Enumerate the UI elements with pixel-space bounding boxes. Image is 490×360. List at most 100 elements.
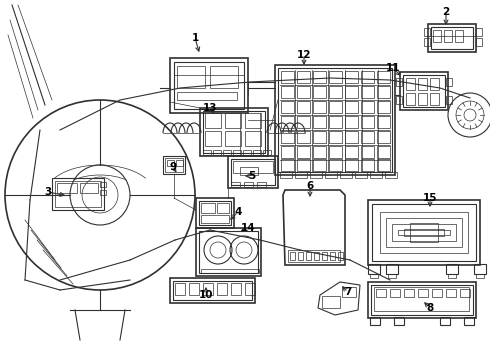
- Bar: [196, 198, 234, 228]
- Bar: [361, 146, 374, 158]
- Bar: [297, 116, 310, 128]
- Bar: [446, 78, 452, 86]
- Bar: [338, 252, 343, 260]
- Bar: [175, 283, 185, 295]
- Bar: [368, 282, 476, 318]
- Bar: [297, 131, 310, 143]
- Bar: [217, 283, 227, 295]
- Bar: [189, 283, 199, 295]
- Bar: [377, 146, 390, 158]
- Bar: [313, 71, 326, 83]
- Bar: [295, 172, 307, 178]
- Bar: [322, 252, 327, 260]
- Text: 3: 3: [45, 187, 51, 197]
- Bar: [281, 71, 294, 83]
- Text: 12: 12: [297, 50, 311, 60]
- Bar: [376, 289, 386, 297]
- Bar: [231, 182, 240, 187]
- Bar: [432, 289, 442, 297]
- Bar: [245, 283, 255, 295]
- Bar: [201, 269, 259, 273]
- Bar: [418, 289, 428, 297]
- Bar: [290, 252, 295, 260]
- Bar: [428, 24, 476, 52]
- Bar: [288, 250, 340, 262]
- Bar: [370, 274, 378, 278]
- Bar: [205, 113, 221, 128]
- Bar: [404, 229, 444, 236]
- Bar: [176, 160, 183, 166]
- Bar: [476, 38, 482, 46]
- Bar: [313, 116, 326, 128]
- Text: 7: 7: [344, 287, 352, 297]
- Bar: [464, 317, 474, 325]
- Bar: [418, 78, 427, 90]
- Bar: [330, 252, 335, 260]
- Bar: [225, 131, 241, 146]
- Bar: [424, 38, 430, 46]
- Bar: [245, 113, 261, 128]
- Bar: [329, 71, 342, 83]
- Bar: [297, 71, 310, 83]
- Bar: [233, 150, 241, 155]
- Bar: [377, 116, 390, 128]
- Bar: [170, 278, 255, 303]
- Bar: [231, 159, 275, 185]
- Bar: [374, 287, 469, 311]
- Bar: [361, 101, 374, 113]
- Bar: [100, 190, 106, 195]
- Bar: [313, 101, 326, 113]
- Bar: [275, 65, 395, 175]
- Bar: [245, 131, 261, 146]
- Bar: [390, 289, 400, 297]
- Bar: [403, 75, 445, 107]
- Bar: [52, 178, 104, 210]
- Text: 10: 10: [199, 290, 213, 300]
- Text: 5: 5: [248, 171, 256, 181]
- Bar: [361, 131, 374, 143]
- Bar: [281, 146, 294, 158]
- Bar: [199, 201, 231, 225]
- Bar: [345, 146, 358, 158]
- Text: 8: 8: [426, 303, 434, 313]
- Bar: [329, 116, 342, 128]
- Bar: [165, 158, 183, 172]
- Bar: [244, 182, 253, 187]
- Bar: [345, 116, 358, 128]
- Bar: [377, 101, 390, 113]
- Bar: [342, 287, 356, 297]
- Bar: [201, 203, 215, 213]
- Bar: [385, 172, 397, 178]
- Bar: [170, 58, 248, 113]
- Bar: [396, 96, 402, 104]
- Bar: [377, 71, 390, 83]
- Bar: [368, 200, 480, 265]
- Bar: [361, 71, 374, 83]
- Bar: [223, 150, 231, 155]
- Bar: [177, 92, 237, 100]
- Bar: [281, 86, 294, 98]
- Bar: [196, 228, 261, 276]
- Bar: [297, 146, 310, 158]
- Bar: [406, 78, 415, 90]
- Bar: [446, 289, 456, 297]
- Bar: [386, 264, 398, 274]
- Bar: [448, 274, 456, 278]
- Bar: [361, 159, 374, 171]
- Bar: [173, 281, 252, 300]
- Bar: [322, 296, 340, 308]
- Bar: [306, 252, 311, 260]
- Bar: [203, 283, 213, 295]
- Bar: [225, 113, 241, 128]
- Bar: [297, 86, 310, 98]
- Text: 13: 13: [203, 103, 217, 113]
- Bar: [281, 101, 294, 113]
- Bar: [380, 212, 468, 253]
- Text: 14: 14: [241, 223, 255, 233]
- Bar: [370, 172, 382, 178]
- Bar: [233, 161, 273, 173]
- Bar: [377, 131, 390, 143]
- Bar: [345, 86, 358, 98]
- Bar: [433, 30, 441, 42]
- Bar: [396, 78, 402, 86]
